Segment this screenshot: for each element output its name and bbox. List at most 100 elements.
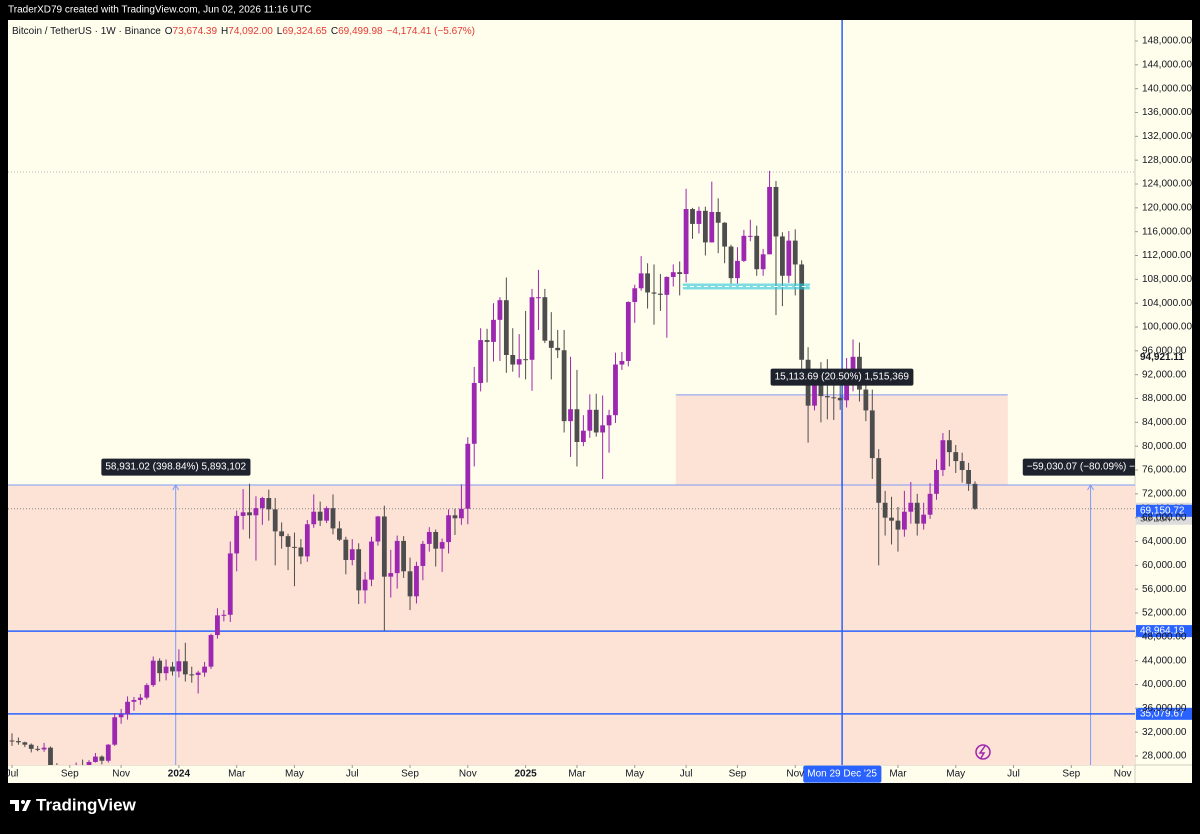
candle-body — [189, 674, 195, 676]
candle-body — [837, 397, 843, 401]
legend-values: O73,674.39 H74,092.00 L69,324.65 C69,499.98 — [165, 26, 383, 37]
candle-body — [401, 540, 407, 572]
candle-body — [940, 440, 946, 471]
candle-body — [767, 186, 772, 255]
candle-body — [503, 300, 509, 356]
candle-body — [221, 614, 227, 616]
candle-body — [93, 756, 98, 762]
candle-body — [202, 666, 207, 673]
candle-body — [702, 210, 708, 243]
candle-body — [536, 297, 541, 299]
candle-body — [780, 236, 785, 276]
candle-body — [869, 410, 875, 459]
candle-body — [369, 541, 374, 580]
candle-body — [86, 761, 92, 765]
candle-body — [574, 409, 580, 442]
range-label-bg — [770, 368, 914, 386]
x-tick-label: 2025 — [514, 769, 537, 780]
candle-body — [362, 579, 368, 591]
y-tick-label: 112,000.00 — [1142, 250, 1192, 261]
candle-body — [786, 240, 792, 276]
x-tick-label: Jul — [6, 769, 19, 780]
candle-body — [516, 359, 522, 365]
y-tick-label: 104,000.00 — [1142, 298, 1192, 309]
crosshair-label: Mon 29 Dec '25 — [807, 769, 877, 780]
candle-body — [876, 458, 882, 503]
y-tick-label: 32,000.00 — [1142, 727, 1187, 738]
candle-body — [901, 511, 907, 530]
candle-body — [22, 742, 28, 745]
candle-body — [491, 319, 496, 342]
y-tick-label: 100,000.00 — [1142, 322, 1192, 333]
candle-body — [921, 514, 927, 524]
candle-body — [895, 520, 901, 530]
candle-body — [844, 380, 850, 401]
candle-body — [760, 254, 766, 270]
candle-body — [157, 660, 163, 674]
plot: 58,931.02 (398.84%) 5,893,102 15,113.69 (… — [8, 20, 1135, 765]
candle-body — [824, 396, 830, 398]
y-tick-label: 48,000.00 — [1142, 631, 1187, 642]
x-tick-label: Mar — [889, 769, 907, 780]
candle-body — [959, 461, 965, 471]
candle-body — [831, 397, 837, 399]
candle-body — [253, 508, 259, 516]
y-tick-label: 72,000.00 — [1142, 488, 1187, 499]
candle-body — [580, 430, 586, 442]
candle-body — [747, 235, 753, 237]
x-tick-label: May — [946, 769, 965, 780]
candle-body — [317, 511, 323, 521]
overlays: 94,921.1169,499.985d 13h69,150.7248,964.… — [803, 351, 1192, 783]
candle-body — [112, 717, 118, 745]
candle-body — [735, 260, 740, 279]
x-tick-label: Sep — [1062, 769, 1080, 780]
y-tick-label: 52,000.00 — [1142, 608, 1187, 619]
candle-body — [613, 364, 618, 416]
candle-body — [728, 246, 734, 279]
legend-value: 74,092.00 — [228, 26, 273, 37]
candle-body — [195, 672, 201, 675]
price-badge: 35,079.67 — [1140, 708, 1185, 719]
candle-body — [818, 381, 824, 397]
price-badge-bg — [1136, 625, 1192, 638]
y-tick-label: 108,000.00 — [1142, 274, 1192, 285]
candle-body — [16, 741, 21, 743]
x-tick-label: Jul — [680, 769, 693, 780]
arrow-head — [172, 484, 180, 491]
candle-body — [683, 209, 689, 274]
candle-body — [272, 509, 278, 532]
candle-body — [812, 381, 817, 406]
candle-body — [240, 512, 246, 516]
candle-body — [792, 240, 798, 265]
y-tick-label: 64,000.00 — [1142, 536, 1187, 547]
candle-body — [227, 553, 233, 615]
candle-body — [670, 272, 676, 277]
candle-body — [330, 508, 336, 529]
candle-body — [394, 540, 400, 574]
brand: TradingView — [36, 795, 137, 814]
candle-body — [458, 508, 464, 519]
candle-body — [247, 512, 252, 516]
y-tick-label: 84,000.00 — [1142, 417, 1187, 428]
candle-body — [625, 301, 631, 361]
y-tick-label: 56,000.00 — [1142, 584, 1187, 595]
candle-body — [638, 273, 644, 289]
candle-body — [471, 383, 477, 444]
y-tick-label: 40,000.00 — [1142, 679, 1187, 690]
price-badge: 48,964.19 — [1140, 626, 1185, 637]
candle-body — [773, 186, 779, 237]
candle-body — [497, 300, 503, 320]
legend-value: 69,499.98 — [338, 26, 383, 37]
candle-body — [35, 748, 41, 750]
candle-body — [664, 276, 670, 295]
x-tick-label: May — [625, 769, 644, 780]
candle-body — [266, 498, 272, 510]
y-tick-label: 116,000.00 — [1142, 226, 1192, 237]
range-label: 15,113.69 (20.50%) 1,515,369 — [775, 372, 910, 383]
candle-body — [722, 222, 728, 247]
candle-body — [426, 531, 432, 544]
range-label-bg — [101, 458, 251, 476]
symbol: Bitcoin / TetherUS · 1W · Binance — [12, 26, 161, 37]
arrow-head — [1087, 484, 1094, 491]
y-tick-label: 36,000.00 — [1142, 703, 1187, 714]
